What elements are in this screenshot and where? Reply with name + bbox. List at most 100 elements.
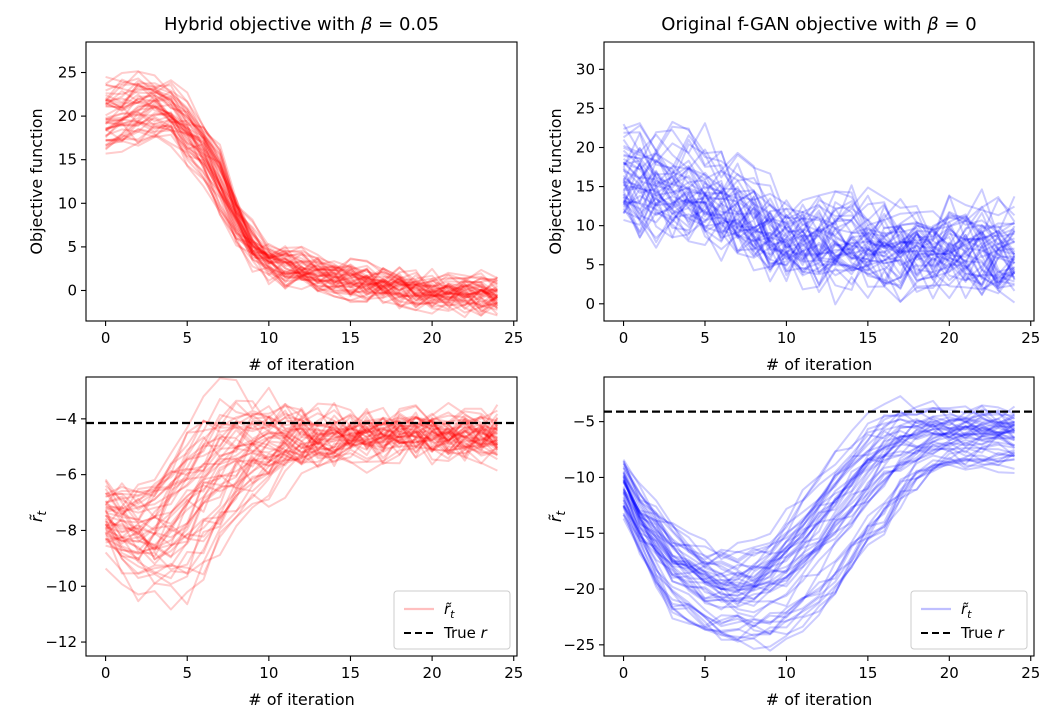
series-line-run-26 [104,111,498,312]
series-line-run-41 [622,422,1015,591]
y-tick-label: −10 [45,577,77,595]
series-line-run-46 [623,148,1015,284]
series-line-run-30 [622,426,1015,603]
series-line-run-11 [622,423,1015,590]
series-line-run-41 [105,82,498,302]
series-line-run-28 [105,77,498,289]
series-line-run-44 [623,160,1016,292]
x-tick-label: 15 [858,329,877,347]
series-line-run-16 [105,377,499,509]
series-line-run-38 [622,190,1016,304]
series-line-run-37 [105,415,498,534]
series-line-run-30 [105,128,498,309]
series-line-run-18 [105,81,498,291]
y-tick-label: 10 [58,194,77,212]
series-line-run-17 [622,194,1016,300]
x-axis-label: # of iteration [766,355,873,374]
series-line-run-29 [105,112,499,307]
series-line-run-46 [105,119,498,317]
series-line-run-10 [105,102,498,308]
series-line-run-19 [622,138,1016,254]
subplot-bl: 0 5 10 15 20 25−12−10−8−6−4# of iterationr̃tr… [27,376,523,709]
series-line-run-31 [622,418,1015,589]
series-line-run-48 [105,405,498,504]
x-tick-label: 5 [700,664,710,682]
y-tick-label: 25 [58,64,77,82]
series-line-run-45 [622,443,1015,628]
series-line-run-38 [622,405,1015,561]
series-line-run-36 [105,427,498,558]
series-line-run-42 [622,420,1015,584]
y-tick-label: −12 [45,633,77,651]
y-tick-label: −20 [563,580,595,598]
series-line-run-17 [622,435,1015,603]
y-tick-label: 15 [58,151,77,169]
series-line-run-19 [105,116,498,303]
series-line-run-39 [622,123,1016,254]
y-axis-label: Objective function [27,108,46,254]
series-line-run-40 [622,399,1015,561]
series-line-run-6 [105,88,498,288]
series-line-run-39 [105,406,498,518]
series-line-run-44 [104,105,499,315]
series-line-run-6 [104,416,499,553]
series-line-run-13 [105,125,499,319]
x-tick-label: 0 [619,329,629,347]
series-line-run-41 [623,199,1015,294]
series-line-run-24 [104,417,498,546]
series-line-run-16 [105,82,498,300]
series-line-run-8 [623,155,1016,257]
series-line-run-7 [622,395,1015,557]
legend: r̃t True r [393,590,511,650]
series-line-run-40 [104,407,498,525]
series-line-run-46 [104,403,498,516]
series-line-run-24 [622,147,1016,268]
x-tick-label: 0 [101,329,111,347]
series-group [622,120,1016,306]
series-line-run-26 [622,424,1015,594]
series-line-run-33 [105,91,498,295]
series-line-run-2 [105,85,499,302]
series-line-run-37 [622,415,1016,582]
y-tick-label: −6 [55,466,77,484]
x-tick-label: 10 [777,664,796,682]
series-line-run-27 [622,452,1016,641]
x-tick-label: 20 [940,664,959,682]
series-line-run-2 [622,180,1016,288]
series-line-run-30 [622,168,1016,282]
series-line-run-28 [622,408,1015,571]
y-tick-label: −5 [573,413,595,431]
series-line-run-14 [622,433,1016,611]
series-line-run-11 [104,78,498,298]
y-axis-label: r̃t [27,510,49,523]
series-line-run-13 [622,415,1016,580]
series-line-run-6 [622,407,1015,561]
y-tick-label: 30 [576,60,595,78]
legend-series-label: r̃t [961,600,972,621]
y-tick-label: 0 [67,281,77,299]
series-line-run-36 [622,163,1016,280]
series-line-run-33 [104,414,498,562]
series-line-run-32 [105,417,499,560]
series-line-run-47 [623,172,1015,288]
x-tick-label: 10 [259,664,278,682]
series-line-run-18 [104,404,499,513]
series-group [622,395,1016,652]
y-axis-label: r̃t [546,510,568,523]
series-line-run-7 [105,417,498,514]
legend-box [910,590,1028,650]
series-line-run-34 [104,121,498,312]
x-tick-label: 10 [259,329,278,347]
series-line-run-5 [623,122,1016,249]
series-line-run-45 [104,419,499,575]
series-line-run-35 [622,159,1015,286]
series-line-run-32 [105,111,498,309]
axes-frame [603,41,1035,322]
series-line-run-27 [105,75,498,297]
series-line-run-9 [105,93,499,295]
series-line-run-39 [105,119,498,303]
series-line-run-31 [104,83,498,299]
x-tick-label: 5 [700,329,710,347]
axes-frame [85,376,518,657]
x-tick-label: 15 [341,329,360,347]
